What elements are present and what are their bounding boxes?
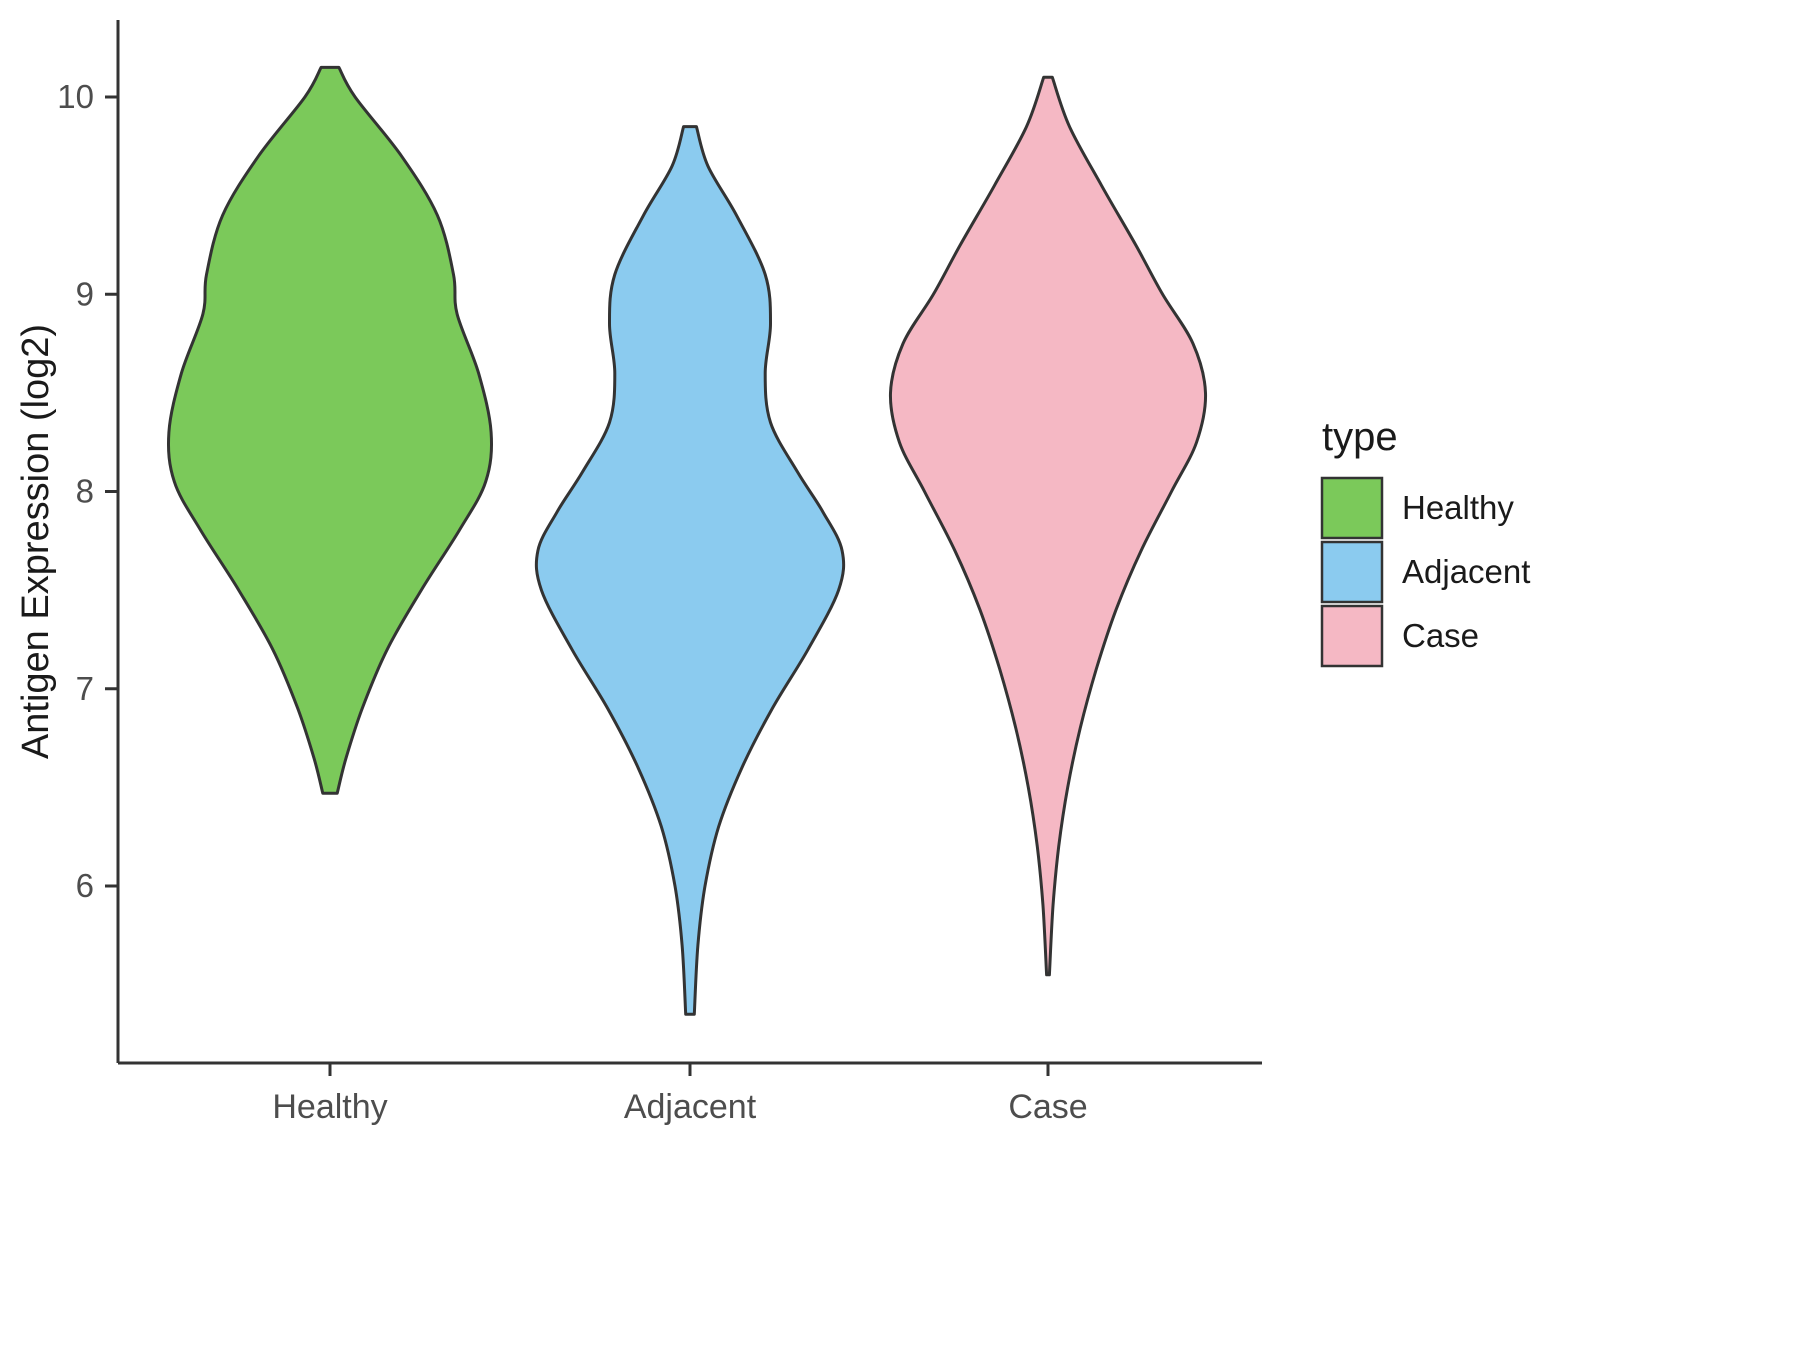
legend-label: Case bbox=[1402, 617, 1479, 654]
violin-healthy bbox=[166, 65, 494, 795]
violin-adjacent bbox=[534, 125, 846, 1016]
x-category-label: Case bbox=[1008, 1088, 1087, 1126]
y-tick-label: 6 bbox=[76, 867, 94, 904]
legend-label: Adjacent bbox=[1402, 553, 1530, 590]
y-tick-label: 8 bbox=[76, 473, 94, 510]
y-tick-label: 9 bbox=[76, 275, 94, 312]
legend-key-adjacent bbox=[1320, 540, 1384, 604]
legend-key-case bbox=[1320, 604, 1384, 668]
violin-case bbox=[888, 75, 1208, 977]
y-tick-label: 7 bbox=[76, 670, 94, 707]
legend-key-healthy bbox=[1320, 476, 1384, 540]
legend-label: Healthy bbox=[1402, 489, 1514, 526]
x-category-label: Healthy bbox=[272, 1088, 387, 1126]
y-tick-label: 10 bbox=[57, 78, 94, 115]
legend-title: type bbox=[1322, 415, 1398, 459]
x-category-label: Adjacent bbox=[624, 1088, 757, 1126]
y-axis-title: Antigen Expression (log2) bbox=[15, 324, 57, 759]
